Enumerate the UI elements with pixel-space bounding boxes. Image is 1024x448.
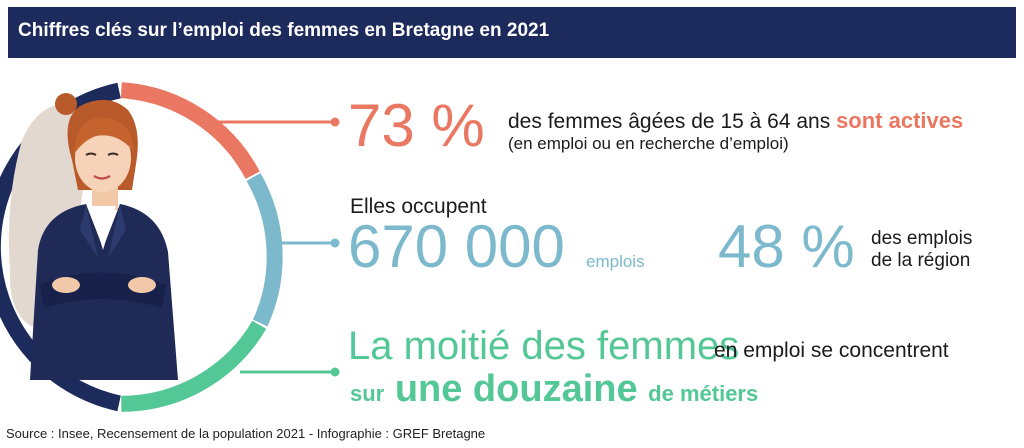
ring-segment-coral bbox=[120, 82, 260, 180]
ring-segment-green bbox=[121, 320, 267, 412]
woman-illustration bbox=[0, 82, 340, 412]
stat-active-description: des femmes âgées de 15 à 64 ans bbox=[508, 110, 831, 133]
stat-dozen-tail: de métiers bbox=[648, 381, 759, 406]
face bbox=[75, 124, 131, 192]
stat-jobs-value: 670 000 bbox=[348, 213, 565, 280]
stat-active-highlight: sont actives bbox=[836, 108, 964, 133]
hair-fringe bbox=[74, 117, 134, 154]
ring-segment-blue bbox=[246, 173, 283, 327]
stat-active-subtext: (en emploi ou en recherche d’emploi) bbox=[508, 134, 789, 153]
stat-jobs-unit: emplois bbox=[586, 252, 645, 271]
stat-region-text-line2: de la région bbox=[871, 250, 971, 271]
stat-dozen-line: sur une douzaine de métiers bbox=[350, 370, 758, 408]
hand-right bbox=[128, 277, 156, 293]
shirt bbox=[90, 206, 116, 250]
stat-active-percent: 73 % bbox=[348, 92, 485, 159]
stat-half-headline: La moitié des femmes bbox=[348, 324, 740, 368]
stat-region-percent: 48 % bbox=[718, 213, 855, 280]
source-credit: Source : Insee, Recensement de la popula… bbox=[6, 426, 486, 441]
page-title: Chiffres clés sur l’emploi des femmes en… bbox=[18, 20, 550, 41]
header-banner: Chiffres clés sur l’emploi des femmes en… bbox=[8, 7, 1016, 58]
connector-dot-green bbox=[330, 367, 340, 377]
hair-bun bbox=[55, 93, 77, 115]
stat-dozen-highlight: une douzaine bbox=[394, 368, 638, 410]
stat-active-text: des femmes âgées de 15 à 64 ans sont act… bbox=[508, 108, 964, 133]
stat-region-text-line1: des emplois bbox=[871, 228, 973, 249]
hand-left bbox=[52, 277, 80, 293]
connector-dot-blue bbox=[330, 238, 340, 248]
connector-dot-coral bbox=[330, 117, 340, 127]
stat-dozen-sur: sur bbox=[350, 381, 385, 406]
stat-jobs-intro: Elles occupent bbox=[350, 195, 487, 218]
stat-half-text: en emploi se concentrent bbox=[714, 339, 949, 362]
